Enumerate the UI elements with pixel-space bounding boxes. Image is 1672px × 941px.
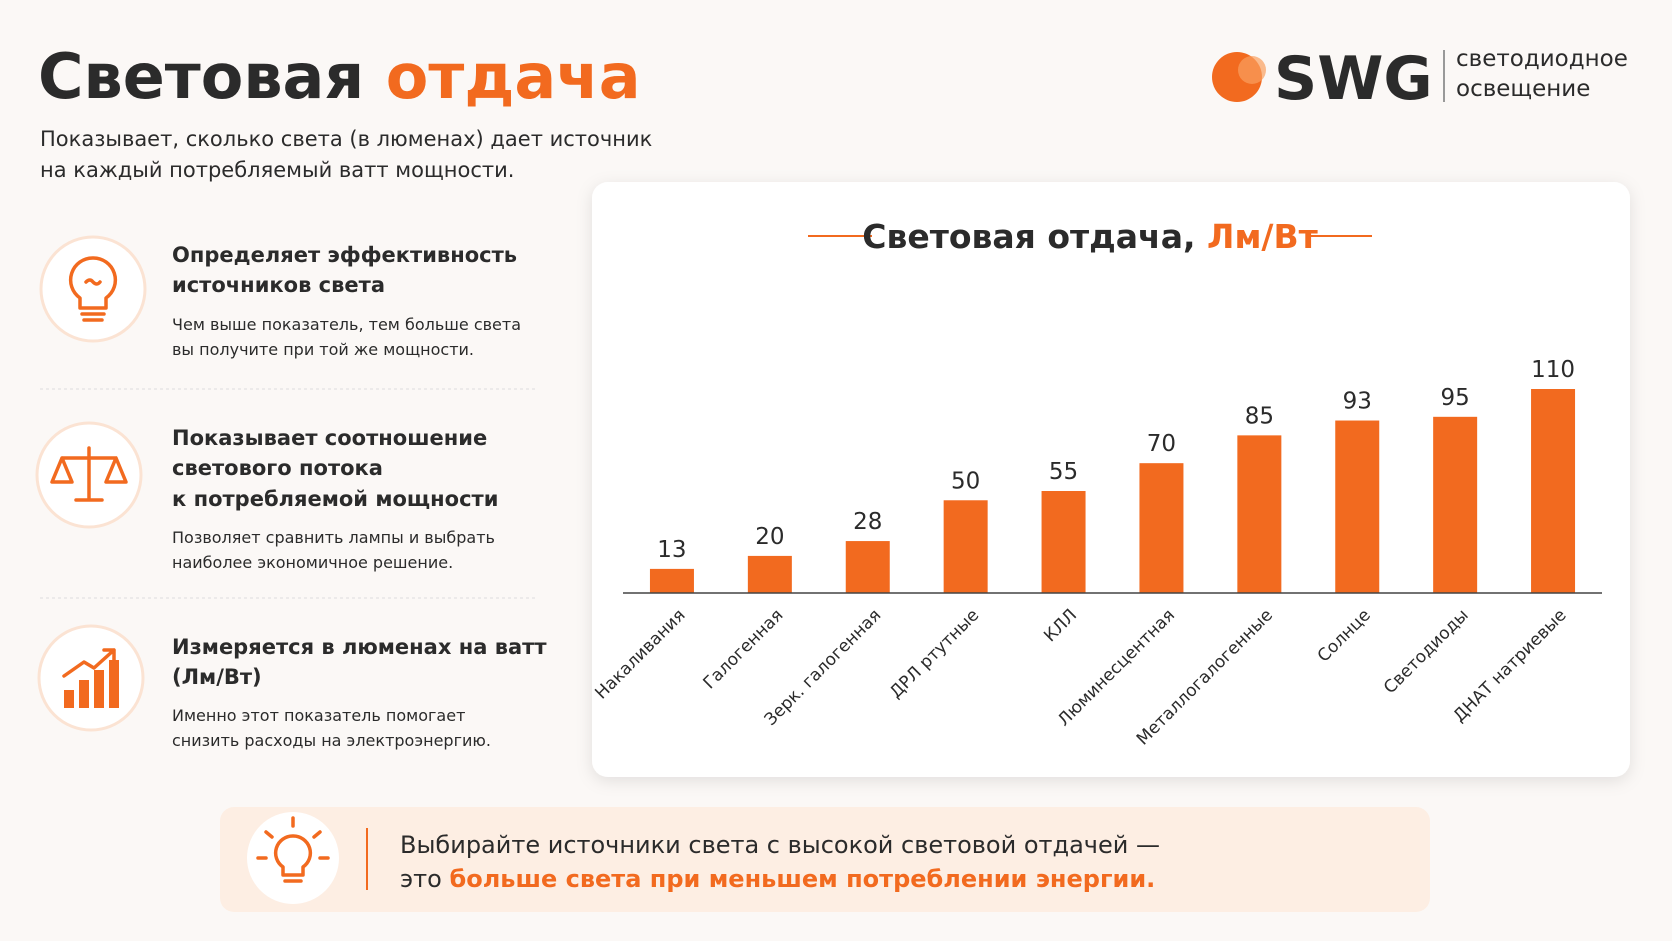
logo-mark-highlight	[1238, 56, 1266, 84]
feature-icon	[68, 256, 118, 322]
feature-title: к потребляемой мощности	[172, 487, 498, 511]
feature-icon	[50, 446, 128, 502]
feature-title: источников света	[172, 273, 385, 297]
subtitle-line: на каждый потребляемый ватт мощности.	[40, 158, 514, 182]
logo: SWG светодиодное освещение	[1212, 44, 1628, 114]
footer-box	[220, 807, 1430, 912]
bar	[943, 500, 988, 593]
feature-title: Показывает соотношение	[172, 426, 487, 450]
value-label: 28	[853, 509, 882, 535]
bar	[1041, 491, 1086, 593]
footer-highlight: больше света при меньшем потреблении эне…	[449, 865, 1155, 893]
feature-text: наиболее экономичное решение.	[172, 553, 453, 572]
value-label: 55	[1049, 459, 1078, 485]
feature-text: Позволяет сравнить лампы и выбрать	[172, 528, 495, 547]
page-title: Световая отдача	[38, 40, 641, 113]
feature-title: (Лм/Вт)	[172, 665, 262, 689]
feature: Показывает соотношение светового потока …	[35, 421, 498, 572]
bar	[1237, 435, 1282, 593]
value-label: 50	[951, 468, 980, 494]
feature-icon-bg	[37, 624, 145, 732]
feature-title: Определяет эффективность	[172, 243, 517, 267]
subtitle-line: Показывает, сколько света (в люменах) да…	[40, 127, 652, 151]
value-label: 20	[755, 524, 784, 550]
bar	[1139, 463, 1184, 593]
logo-brand: SWG	[1274, 44, 1433, 114]
footer-text: это больше света при меньшем потреблении…	[400, 865, 1155, 893]
bar	[1335, 420, 1380, 593]
bar	[649, 568, 694, 593]
bar	[1531, 389, 1576, 593]
feature-text: снизить расходы на электроэнергию.	[172, 731, 491, 750]
feature-text: Чем выше показатель, тем больше света	[172, 315, 521, 334]
footer-icon	[256, 816, 330, 883]
feature-text: вы получите при той же мощности.	[172, 340, 474, 359]
value-label: 70	[1147, 431, 1176, 457]
feature: Измеряется в люменах на ватт (Лм/Вт) Име…	[37, 624, 547, 750]
chart-title-accent: Лм/Вт	[1207, 217, 1318, 256]
feature-text: Именно этот показатель помогает	[172, 706, 465, 725]
feature: Определяет эффективность источников свет…	[39, 235, 521, 359]
feature-icon-bg	[39, 235, 147, 343]
chart-title: Световая отдача, Лм/Вт	[862, 217, 1318, 256]
chart-title-part: Световая отдача,	[862, 217, 1195, 256]
title-accent: отдача	[386, 40, 641, 113]
value-label: 110	[1531, 357, 1575, 383]
bar	[845, 541, 890, 593]
bar	[1433, 416, 1478, 593]
footer-text: Выбирайте источники света с высокой свет…	[400, 831, 1160, 859]
title-part: Световая	[38, 40, 364, 113]
value-label: 13	[657, 537, 686, 563]
logo-tagline: светодиодное	[1456, 46, 1628, 72]
feature-title: светового потока	[172, 456, 383, 480]
chart-card	[592, 182, 1630, 777]
bar	[747, 555, 792, 593]
feature-icon	[64, 660, 119, 708]
logo-tagline: освещение	[1456, 76, 1590, 102]
feature-icon-arrow	[62, 648, 116, 678]
value-label: 85	[1245, 403, 1274, 429]
value-label: 93	[1343, 389, 1372, 415]
value-label: 95	[1441, 385, 1470, 411]
feature-title: Измеряется в люменах на ватт	[172, 635, 547, 659]
footer-text-plain: это	[400, 865, 442, 893]
